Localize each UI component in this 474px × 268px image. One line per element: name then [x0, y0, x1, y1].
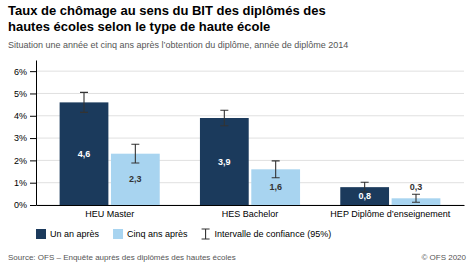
- y-tick-label: 6%: [14, 67, 27, 77]
- error-bar: [131, 144, 139, 163]
- y-tick-label: 4%: [14, 111, 27, 121]
- x-tick: HES Bachelor: [222, 205, 279, 219]
- y-tick: 0%: [14, 200, 36, 210]
- legend-entry: Cinq ans après: [127, 229, 188, 239]
- title: Taux de chômage au sens du BIT des diplô…: [8, 3, 326, 34]
- plot-marks: [60, 92, 441, 205]
- chart: Taux de chômage au sens du BIT des diplô…: [0, 0, 474, 268]
- grid-line: [36, 71, 464, 72]
- y-tick-mark: [30, 138, 36, 139]
- bar: [60, 102, 109, 205]
- legend-error-symbol: [202, 229, 210, 239]
- y-tick-mark: [30, 93, 36, 94]
- series: [60, 92, 389, 205]
- y-tick: 3%: [14, 133, 36, 143]
- error-bar: [220, 110, 228, 126]
- y-tick-mark: [30, 205, 36, 206]
- legend-entry: Intervalle de confiance (95%): [215, 229, 332, 239]
- series: [111, 144, 440, 205]
- y-tick-mark: [30, 160, 36, 161]
- x-axis: HEU Master HES Bachelor HEP Diplôme d’ense…: [37, 205, 465, 219]
- error-bar: [272, 161, 280, 178]
- data-label: 4,6: [78, 149, 91, 159]
- x-tick: HEP Diplôme d’enseignement: [330, 205, 450, 219]
- y-tick: 1%: [14, 178, 36, 188]
- error-bar: [80, 92, 88, 112]
- legend-swatch: [113, 229, 123, 239]
- data-label: 0,8: [358, 191, 371, 201]
- y-tick-label: 2%: [14, 156, 27, 166]
- grid: [36, 71, 464, 205]
- source: Source: OFS – Enquête auprès des diplômé…: [8, 253, 236, 262]
- legend-swatch: [36, 229, 46, 239]
- y-tick: 5%: [14, 89, 36, 99]
- y-axis: 0% 1% 2% 3% 4% 5% 6%: [14, 61, 37, 211]
- data-labels: 4,6 3,9 0,8 2,3 1,6 0,3: [78, 149, 423, 201]
- x-tick-label: HEP Diplôme d’enseignement: [330, 209, 450, 219]
- x-tick-label: HEU Master: [85, 209, 134, 219]
- subtitle: Situation une année et cinq ans après l’…: [8, 40, 348, 50]
- x-tick-label: HES Bachelor: [222, 209, 279, 219]
- y-tick: 2%: [14, 156, 36, 166]
- data-label: 0,3: [410, 182, 423, 192]
- y-tick: 6%: [14, 67, 36, 77]
- error-bar: [412, 194, 420, 202]
- y-tick: 4%: [14, 111, 36, 121]
- y-tick-mark: [30, 183, 36, 184]
- y-tick-label: 0%: [14, 200, 27, 210]
- y-tick-label: 1%: [14, 178, 27, 188]
- grid-line: [36, 93, 464, 94]
- data-label: 2,3: [129, 174, 142, 184]
- y-tick-mark: [30, 116, 36, 117]
- legend-entry: Un an après: [50, 229, 100, 239]
- data-label: 3,9: [218, 157, 231, 167]
- copyright: © OFS 2020: [421, 253, 466, 262]
- x-axis-line: [37, 205, 465, 206]
- y-tick-label: 5%: [14, 89, 27, 99]
- y-axis-line: [36, 61, 37, 206]
- data-label: 1,6: [269, 182, 282, 192]
- y-tick-label: 3%: [14, 133, 27, 143]
- x-tick: HEU Master: [85, 205, 134, 219]
- bar: [200, 118, 249, 205]
- y-tick-mark: [30, 71, 36, 72]
- legend: Un an après Cinq ans après Intervalle de c…: [36, 229, 331, 239]
